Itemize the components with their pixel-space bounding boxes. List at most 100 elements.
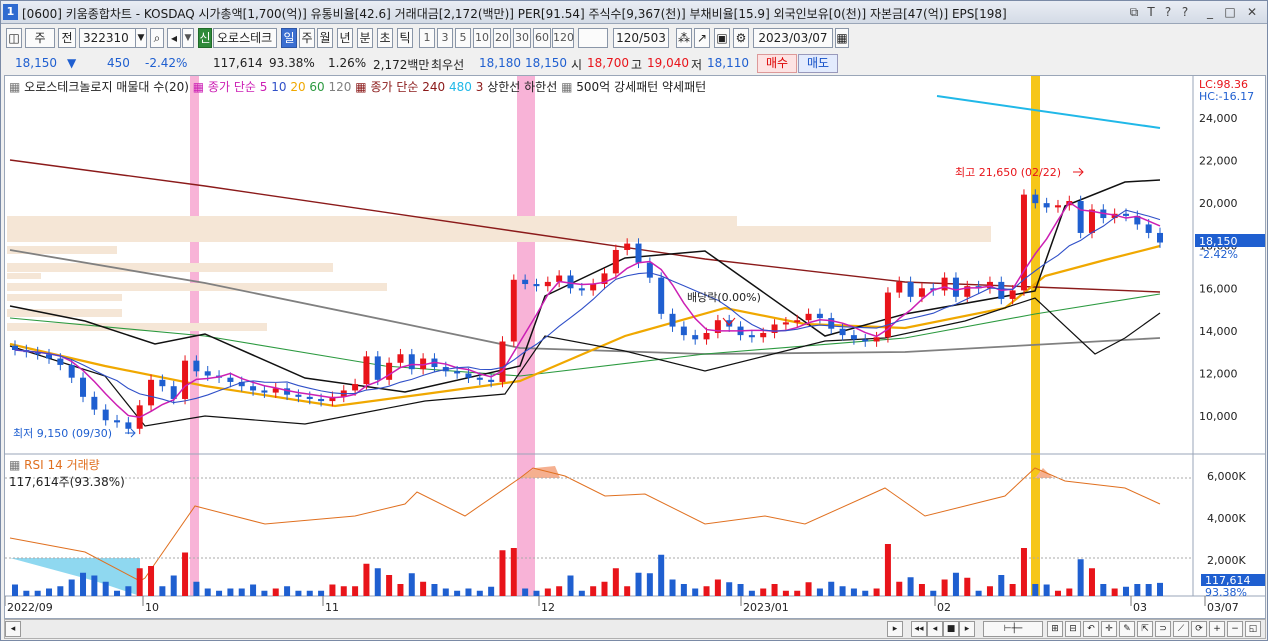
volume-bar[interactable] — [306, 590, 313, 596]
volume-bar[interactable] — [272, 588, 279, 597]
candle-body[interactable] — [408, 354, 415, 370]
volume-bar[interactable] — [896, 581, 903, 596]
candle-body[interactable] — [658, 277, 665, 314]
volume-bar[interactable] — [726, 582, 733, 596]
volume-bar[interactable] — [374, 568, 381, 596]
minute-60[interactable]: 60 — [533, 28, 551, 48]
volume-bar[interactable] — [114, 590, 121, 596]
candle-body[interactable] — [850, 335, 857, 340]
tile-icon[interactable]: ⧉ — [1129, 5, 1139, 19]
volume-bar[interactable] — [612, 568, 619, 596]
tab-second[interactable]: 초 — [377, 28, 393, 48]
candle-body[interactable] — [828, 318, 835, 329]
remove-icon[interactable]: − — [1227, 621, 1243, 637]
candle-body[interactable] — [386, 362, 393, 380]
candle-body[interactable] — [624, 243, 631, 250]
candle-body[interactable] — [193, 360, 200, 372]
candle-body[interactable] — [544, 281, 551, 287]
volume-bar[interactable] — [828, 581, 835, 596]
volume-bar[interactable] — [465, 588, 472, 597]
volume-bar[interactable] — [1157, 582, 1163, 596]
legend-ma-label[interactable]: 종가 단순 — [207, 80, 256, 94]
tab-day[interactable]: 일 — [281, 28, 297, 48]
volume-bar[interactable] — [363, 563, 370, 596]
legend-band-lower[interactable]: 하한선 — [524, 80, 558, 94]
candle-body[interactable] — [272, 388, 279, 393]
legend-rsi[interactable]: RSI 14 — [24, 458, 63, 472]
candle-body[interactable] — [318, 398, 325, 402]
tab-minute[interactable]: 분 — [357, 28, 373, 48]
candle-body[interactable] — [964, 286, 971, 297]
candle-body[interactable] — [57, 358, 64, 365]
volume-bar[interactable] — [136, 568, 143, 596]
volume-bar[interactable] — [1054, 590, 1061, 596]
volume-bar[interactable] — [261, 590, 268, 596]
volume-bar[interactable] — [57, 586, 64, 596]
volume-bar[interactable] — [340, 586, 347, 596]
undo-icon[interactable]: ↶ — [1083, 621, 1099, 637]
volume-bar[interactable] — [737, 584, 744, 596]
candle-body[interactable] — [578, 288, 585, 291]
candle-body[interactable] — [68, 364, 75, 378]
candle-body[interactable] — [635, 243, 642, 263]
volume-bar[interactable] — [794, 590, 801, 596]
candle-body[interactable] — [986, 281, 993, 289]
candle-body[interactable] — [1134, 215, 1141, 225]
volume-bar[interactable] — [952, 572, 959, 596]
candle-body[interactable] — [204, 371, 211, 376]
candle-body[interactable] — [816, 313, 823, 319]
volume-bar[interactable] — [476, 590, 483, 596]
volume-bar[interactable] — [408, 573, 415, 596]
candle-body[interactable] — [159, 379, 166, 387]
prev-page-icon[interactable]: ◂ — [927, 621, 943, 637]
volume-bar[interactable] — [658, 554, 665, 596]
volume-bar[interactable] — [284, 586, 291, 596]
buy-button[interactable]: 매수 — [757, 54, 797, 73]
candle-body[interactable] — [499, 341, 506, 382]
stop-icon[interactable]: ■ — [943, 621, 959, 637]
volume-bar[interactable] — [1122, 586, 1129, 596]
candle-body[interactable] — [1043, 203, 1050, 208]
cross-icon[interactable]: ✛ — [1101, 621, 1117, 637]
candle-body[interactable] — [454, 371, 461, 374]
minute-5[interactable]: 5 — [455, 28, 471, 48]
volume-bar[interactable] — [125, 586, 132, 596]
candle-body[interactable] — [374, 356, 381, 380]
volume-bar[interactable] — [782, 590, 789, 596]
candle-body[interactable] — [125, 422, 132, 429]
volume-bar[interactable] — [1066, 588, 1073, 597]
candle-body[interactable] — [306, 396, 313, 399]
volume-bar[interactable] — [420, 581, 427, 596]
candle-body[interactable] — [646, 262, 653, 278]
volume-bar[interactable] — [590, 586, 597, 596]
candle-body[interactable] — [1032, 194, 1039, 204]
candle-body[interactable] — [1111, 213, 1118, 219]
candle-body[interactable] — [488, 379, 495, 382]
volume-bar[interactable] — [386, 575, 393, 596]
candle-body[interactable] — [329, 396, 336, 402]
add-icon[interactable]: + — [1209, 621, 1225, 637]
volume-bar[interactable] — [499, 550, 506, 596]
volume-bar[interactable] — [805, 582, 812, 596]
candle-body[interactable] — [250, 386, 257, 391]
volume-bar[interactable] — [635, 572, 642, 596]
volume-bar[interactable] — [442, 588, 449, 597]
chart-area[interactable]: 24,00022,00020,00018,00016,00014,00012,0… — [4, 75, 1266, 619]
interval-select[interactable] — [578, 28, 608, 48]
magnet-icon[interactable]: ⊃ — [1155, 621, 1171, 637]
date-input[interactable]: 2023/03/07 — [753, 28, 833, 48]
minimize-button[interactable]: _ — [1207, 5, 1213, 19]
candle-body[interactable] — [46, 354, 53, 359]
candle-body[interactable] — [907, 281, 914, 297]
volume-bar[interactable] — [601, 581, 608, 596]
tab-year[interactable]: 년 — [337, 28, 353, 48]
candle-body[interactable] — [1077, 201, 1084, 233]
volume-bar[interactable] — [295, 590, 302, 596]
candle-body[interactable] — [1088, 209, 1095, 233]
candle-body[interactable] — [533, 284, 540, 287]
candle-body[interactable] — [884, 292, 891, 338]
volume-bar[interactable] — [941, 579, 948, 597]
volume-bar[interactable] — [1020, 548, 1027, 596]
candle-body[interactable] — [941, 277, 948, 291]
volume-bar[interactable] — [522, 588, 529, 597]
